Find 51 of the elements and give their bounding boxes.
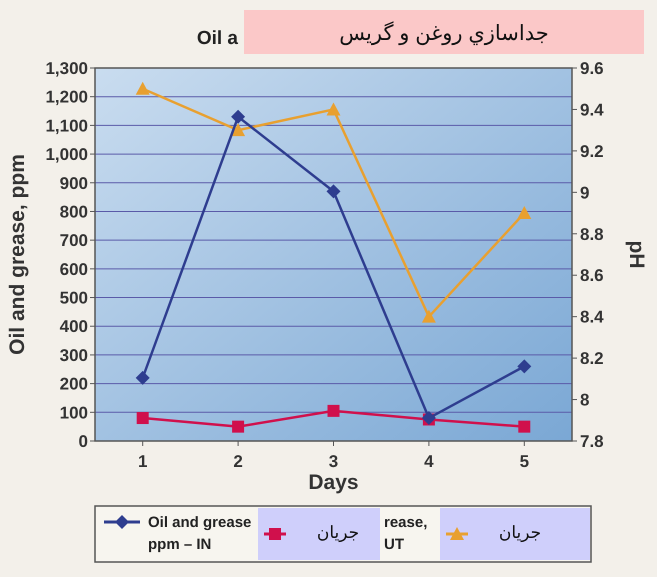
point [231,110,246,124]
x-tick-label: 3 [328,452,338,471]
point [517,206,532,220]
y-tick-label: 200 [60,374,88,394]
y-tick-label: 1,000 [45,145,88,164]
chart-title: جداسازي روغن و گريس [339,21,549,46]
point [422,310,436,323]
y-tick-label: 500 [60,288,88,308]
text: Oil a [196,28,238,49]
x-tick-label: 5 [520,452,530,471]
legend-label: جريان [316,523,360,543]
y2-tick-label: 8 [580,390,590,410]
point [326,102,340,116]
y-tick-label: 700 [60,231,88,250]
y-tick-label: 800 [60,202,88,222]
x-axis-title: Days [308,471,359,494]
y2-tick-label: 7.8 [580,432,604,451]
point [328,404,340,417]
y-tick-label: 100 [60,403,88,422]
y2-axis-title: pH [625,240,648,268]
legend-label: جريان [498,523,542,543]
point [231,123,246,136]
y-tick-label: 0 [78,432,88,451]
point [136,370,150,385]
y2-tick-label: 9.2 [580,142,604,161]
y2-tick-label: 8.4 [580,308,604,327]
y2-tick-label: 9 [580,183,590,202]
y-tick-label: 300 [60,346,88,365]
y2-tick-label: 8.8 [580,224,604,244]
point [136,412,149,424]
y-tick-label: 1,300 [45,59,88,78]
y-tick-label: 1,200 [45,88,88,107]
point [518,420,530,433]
y-tick-label: 900 [60,174,88,193]
y-axis-title: Oil and grease, ppm [6,154,29,355]
text: rease, UT [384,514,428,553]
point [232,420,244,433]
y2-tick-label: 9.4 [580,100,604,120]
x-tick-label: 1 [138,452,148,471]
y2-tick-label: 9.6 [580,59,604,78]
legend-label: Oil and grease ppm – IN [148,514,252,553]
point [517,359,532,374]
point [136,82,150,95]
y2-tick-label: 8.2 [580,349,604,368]
x-tick-label: 4 [424,452,434,471]
y-tick-label: 1,100 [45,116,88,136]
point [326,184,340,198]
y-tick-label: 400 [60,317,88,336]
y2-tick-label: 8.6 [580,266,604,286]
x-tick-label: 2 [233,452,243,471]
y-tick-label: 600 [60,260,88,279]
